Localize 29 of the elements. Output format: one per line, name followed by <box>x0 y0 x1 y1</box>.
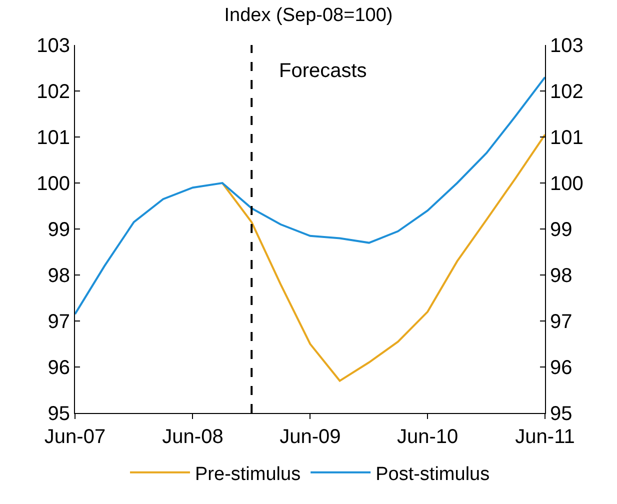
annotation: Forecasts <box>279 60 367 82</box>
y-tick-label: 99 <box>48 219 70 241</box>
y-tick-label: 95 <box>48 403 70 425</box>
y-tick-label: 96 <box>48 357 70 379</box>
y-tick-label: 102 <box>36 81 70 103</box>
x-tick-label: Jun-07 <box>44 426 106 448</box>
y-tick-label: 103 <box>36 35 70 57</box>
y2-tick-label: 102 <box>550 81 584 103</box>
legend-label: Post-stimulus <box>376 464 490 485</box>
x-tick-label: Jun-09 <box>280 426 341 448</box>
y2-tick-label: 95 <box>550 403 572 425</box>
x-tick-label: Jun-11 <box>515 426 575 448</box>
x-tick-label: Jun-08 <box>162 426 224 448</box>
y-tick-label: 100 <box>36 173 70 195</box>
chart-title: Index (Sep-08=100) <box>224 4 393 26</box>
y2-tick-label: 97 <box>550 311 572 333</box>
y2-tick-label: 99 <box>550 219 572 241</box>
y-tick-label: 97 <box>48 311 70 333</box>
y2-tick-label: 101 <box>550 127 584 149</box>
y-tick-label: 101 <box>36 127 70 149</box>
y2-tick-label: 103 <box>550 35 584 57</box>
line-series <box>221 134 545 382</box>
y2-tick-label: 98 <box>550 265 572 287</box>
x-tick-label: Jun-10 <box>397 426 458 448</box>
y-tick-label: 98 <box>48 265 70 287</box>
y2-tick-label: 96 <box>550 357 572 379</box>
y2-tick-label: 100 <box>550 173 584 195</box>
legend-label: Pre-stimulus <box>195 464 301 485</box>
line-series <box>75 76 545 316</box>
